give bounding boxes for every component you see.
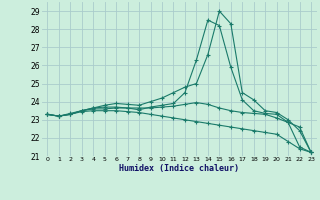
X-axis label: Humidex (Indice chaleur): Humidex (Indice chaleur) <box>119 164 239 173</box>
